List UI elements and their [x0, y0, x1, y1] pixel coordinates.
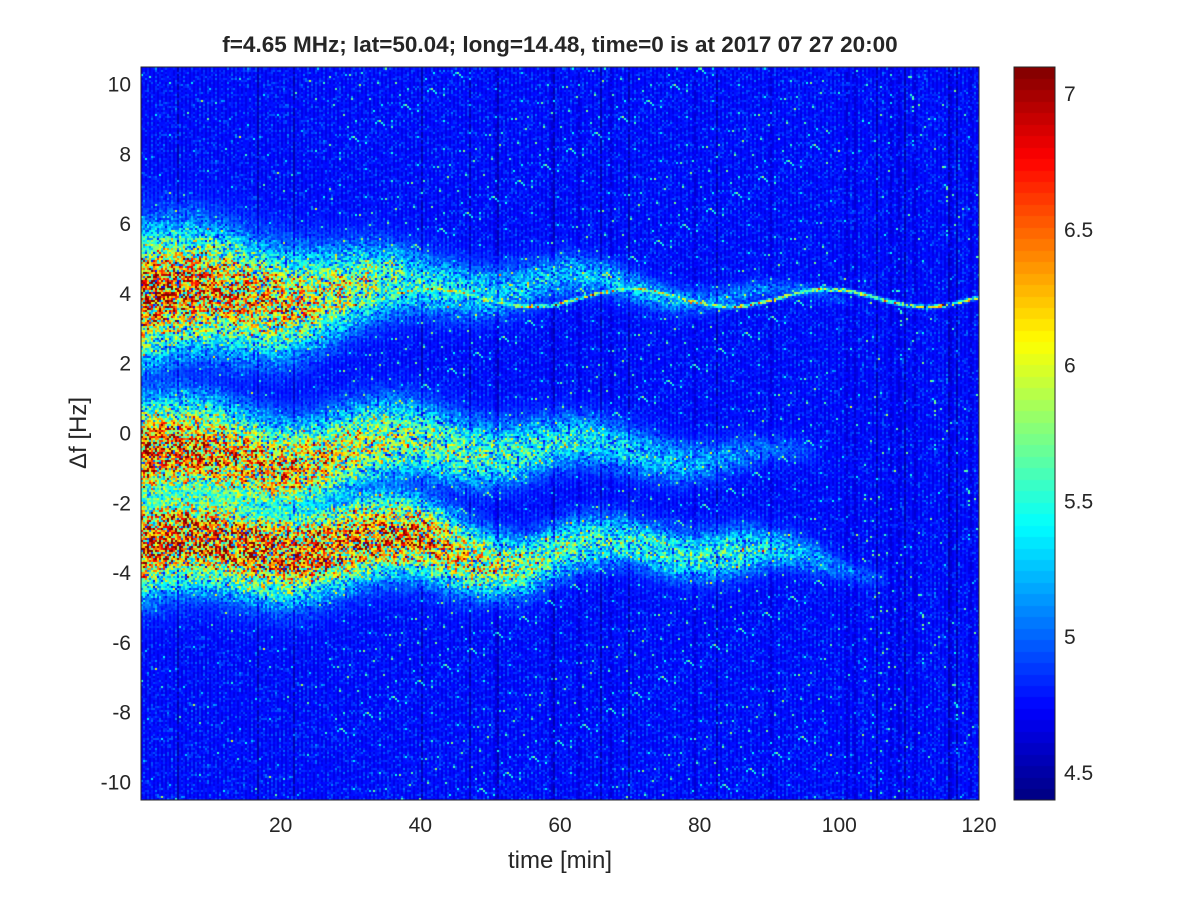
y-tick-label: 2: [119, 353, 131, 376]
y-axis-label: Δf [Hz]: [65, 397, 92, 469]
spectrogram-heatmap: [141, 67, 979, 800]
colorbar: [1014, 67, 1055, 800]
x-tick-label: 20: [269, 814, 292, 837]
y-axis-ticks: -10 -8 -6 -4 -2 0 2 4 6 8 10: [101, 73, 979, 795]
y-tick-label: 4: [119, 283, 131, 306]
x-tick-label: 80: [688, 814, 711, 837]
y-tick-label: -8: [112, 702, 131, 725]
colorbar-tick-label: 5: [1064, 626, 1076, 649]
y-tick-label: -4: [112, 562, 131, 585]
colorbar-tick-label: 5.5: [1064, 490, 1093, 513]
y-tick-label: -6: [112, 632, 131, 655]
y-tick-label: -2: [112, 492, 131, 515]
y-tick-label: 0: [119, 423, 131, 446]
x-tick-label: 40: [409, 814, 432, 837]
x-tick-label: 60: [548, 814, 571, 837]
colorbar-tick-label: 6: [1064, 355, 1076, 378]
x-tick-label: 100: [822, 814, 857, 837]
colorbar-tick-label: 6.5: [1064, 219, 1093, 242]
x-axis-label: time [min]: [508, 847, 612, 874]
colorbar-tick-label: 7: [1064, 83, 1076, 106]
y-tick-label: 8: [119, 143, 131, 166]
colorbar-tick-label: 4.5: [1064, 762, 1093, 785]
chart-title: f=4.65 MHz; lat=50.04; long=14.48, time=…: [222, 32, 897, 57]
x-tick-label: 120: [961, 814, 996, 837]
y-tick-label: -10: [101, 772, 131, 795]
y-tick-label: 6: [119, 213, 131, 236]
y-tick-label: 10: [108, 73, 131, 96]
